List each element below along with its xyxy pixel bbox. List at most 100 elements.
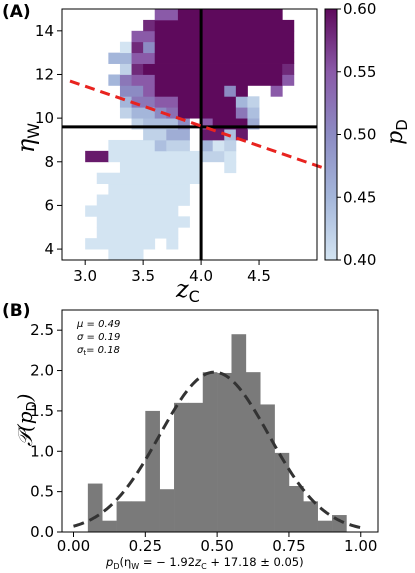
heatmap-cell [247, 107, 260, 119]
colorbar-tick-label: 0.40 [343, 251, 376, 269]
x-label-sub: C [189, 287, 200, 306]
heatmap-cell [131, 107, 156, 119]
x-tick-label: 0.25 [129, 537, 162, 555]
panel-b-y-label-sub: D [25, 401, 40, 411]
panel-a-frame [61, 8, 318, 261]
heatmap-cell [177, 9, 283, 21]
xlabel-p-sub: D [113, 562, 119, 571]
heatmap-cell [108, 52, 132, 64]
heatmap-cell [201, 129, 225, 141]
heatmap-cell [154, 85, 225, 97]
x-tick-label: 3.0 [73, 267, 97, 285]
histogram-bar [202, 372, 218, 532]
x-tick-label: 3.5 [131, 267, 155, 285]
panel-a: (A) 3.0 3.5 4.0 4.5 4 6 8 10 12 14 zC ηW [2, 0, 411, 306]
histogram-bar [174, 402, 189, 532]
heatmap-cell [131, 63, 144, 75]
colorbar-tick-label: 0.45 [343, 188, 376, 206]
histogram-bar [245, 372, 261, 532]
colorbar-ticks: 0.40 0.45 0.50 0.55 0.60 [337, 0, 376, 269]
annotation-sigma-t-symbol: σ [77, 345, 84, 356]
heatmap-cell [143, 85, 156, 97]
colorbar-tick-label: 0.60 [343, 0, 376, 18]
panel-b-x-label: pD(ηW = − 1.92zC + 17.18 ± 0.05) [105, 555, 304, 571]
panel-b: (B) 0.00 0.25 0.50 0.75 1.00 0.0 0.5 1.0 1.5 2.0… [2, 301, 379, 571]
histogram-bar [145, 410, 160, 532]
heatmap-cell [131, 74, 156, 86]
panel-a-label: (A) [2, 2, 31, 22]
heatmap-cell [131, 30, 156, 43]
heatmap-cell [119, 74, 132, 86]
y-tick-label: 14 [35, 22, 54, 40]
heatmap-cell [224, 139, 237, 152]
heatmap-cell [270, 85, 283, 97]
xlabel-tail: + 17.18 ± 0.05) [207, 555, 304, 569]
heatmap-cell [108, 139, 156, 152]
y-tick-label: 0.5 [30, 483, 54, 501]
histogram-bar [217, 372, 232, 532]
heatmap-cell [224, 150, 237, 163]
heatmap-cell [235, 85, 248, 97]
histogram-bar [274, 452, 290, 532]
heatmap-cell [85, 150, 109, 163]
heatmap-cell [166, 107, 179, 119]
y-label-sub: W [24, 123, 43, 139]
colorbar-label: pD [383, 119, 411, 145]
annotation-sigma-t-sub: t [83, 349, 86, 357]
heatmap-cell [108, 150, 202, 163]
histogram-bar [288, 485, 304, 532]
histogram-bar [116, 501, 132, 532]
y-label-main: η [12, 138, 40, 153]
x-tick-label: 0.75 [272, 537, 305, 555]
panel-b-y-ticks: 0.0 0.5 1.0 1.5 2.0 2.5 [30, 321, 62, 541]
x-tick-label: 4.0 [189, 267, 213, 285]
heatmap-cell [201, 139, 214, 152]
colorbar-label-sub: D [393, 119, 411, 131]
panel-a-x-label: zC [175, 275, 200, 306]
heatmap-cell [154, 30, 295, 43]
y-tick-label: 4 [44, 240, 54, 258]
heatmap-cell [154, 139, 167, 152]
panel-b-frame [61, 309, 379, 533]
gaussian-fit-curve [73, 370, 362, 530]
heatmap-cell [177, 107, 237, 119]
heatmap-cell [224, 85, 237, 97]
y-tick-label: 10 [35, 109, 54, 127]
heatmap-cell [119, 85, 144, 97]
heatmap-cell [235, 96, 248, 108]
y-tick-label: 1.0 [30, 442, 54, 460]
x-tick-label: 0.00 [57, 537, 90, 555]
heatmap-cell [119, 41, 132, 54]
heatmap-cell [154, 96, 179, 108]
histogram-bar [231, 334, 247, 532]
histogram-bar [130, 501, 146, 532]
annotation-sigma: σ = 0.19 [77, 332, 120, 343]
panel-b-y-label: 𝒫(pD) [13, 394, 40, 447]
y-tick-label: 6 [44, 196, 54, 214]
xlabel-z-sub: C [201, 562, 207, 571]
histogram-bar [102, 520, 117, 532]
heatmap-cell [201, 118, 214, 130]
red-dashed-fit-line [69, 79, 332, 172]
heatmap-cell [212, 139, 225, 152]
heatmap-cell [247, 96, 260, 108]
histogram-bar [303, 501, 318, 532]
x-tick-label: 0.50 [200, 537, 233, 555]
heatmap-cell [96, 227, 179, 239]
heatmap-cell [154, 52, 295, 64]
heatmap-cell [282, 63, 295, 75]
heatmap-cell [224, 161, 237, 174]
colorbar-tick-label: 0.50 [343, 126, 376, 144]
histogram-bar [317, 520, 333, 532]
heatmap-cell [154, 19, 295, 32]
x-label-main: z [175, 275, 189, 303]
y-tick-label: 8 [44, 153, 54, 171]
panel-b-y-label-close: ) [13, 394, 37, 403]
y-tick-label: 1.5 [30, 402, 54, 420]
panel-a-y-ticks: 4 6 8 10 12 14 [35, 22, 62, 258]
xlabel-eta: (η [119, 555, 131, 569]
heatmap-cell [235, 129, 248, 141]
heatmap-cell [131, 52, 156, 64]
panel-a-x-ticks: 3.0 3.5 4.0 4.5 [73, 260, 271, 285]
